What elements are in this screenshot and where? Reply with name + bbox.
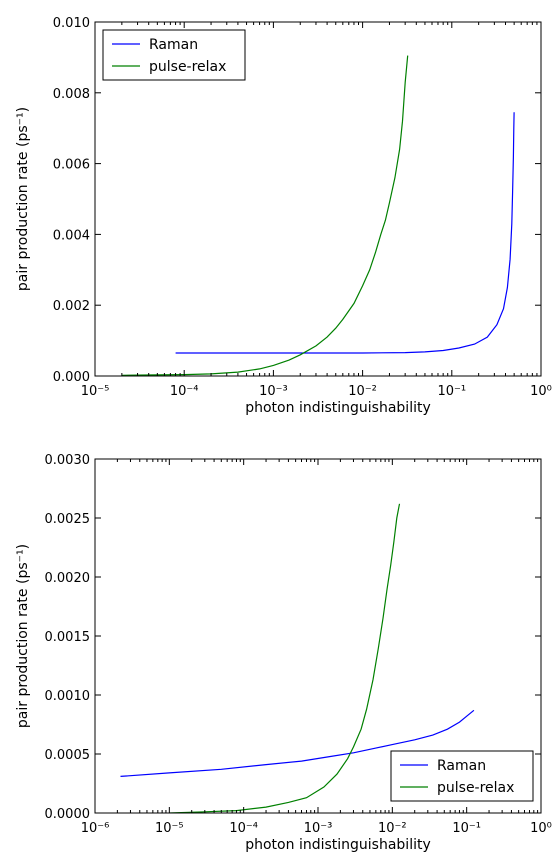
y-tick-label: 0.0010 <box>45 689 91 704</box>
x-tick-label: 10⁻⁴ <box>170 384 199 399</box>
legend: Raman pulse-relax <box>390 750 534 802</box>
y-tick-label: 0.010 <box>53 16 90 31</box>
x-tick-label: 10⁻² <box>378 821 407 836</box>
x-tick-label: 10⁻² <box>348 384 377 399</box>
legend-label-pulse-relax: pulse-relax <box>149 59 226 75</box>
y-tick-label: 0.0015 <box>45 630 91 645</box>
bottom-chart: 10⁻⁶ 10⁻⁵ 10⁻⁴ 10⁻³ 10⁻² 10⁻¹ 10⁰ 0.0000 0.0005 0… <box>15 453 552 853</box>
legend-label-pulse-relax: pulse-relax <box>437 780 514 796</box>
x-tick-label: 10⁻⁵ <box>155 821 184 836</box>
y-axis-label: pair production rate (ps⁻¹) <box>15 544 31 728</box>
legend: Raman pulse-relax <box>102 29 246 81</box>
x-tick-label: 10⁻³ <box>304 821 333 836</box>
y-tick-label: 0.0025 <box>45 512 91 527</box>
y-tick-label: 0.0020 <box>45 571 91 586</box>
x-tick-label: 10⁻¹ <box>437 384 466 399</box>
legend-label-raman: Raman <box>437 758 486 774</box>
y-tick-label: 0.006 <box>53 158 90 173</box>
legend-label-raman: Raman <box>149 37 198 53</box>
y-tick-label: 0.004 <box>53 228 90 243</box>
x-tick-label: 10⁰ <box>530 821 552 836</box>
y-axis-label: pair production rate (ps⁻¹) <box>15 107 31 291</box>
y-tick-label: 0.000 <box>53 370 90 385</box>
series-line-pulse-relax <box>169 503 401 813</box>
x-tick-label: 10⁻¹ <box>452 821 481 836</box>
series-line-raman <box>175 112 515 354</box>
x-tick-label: 10⁻³ <box>259 384 288 399</box>
y-tick-label: 0.0005 <box>45 748 91 763</box>
series-line-raman <box>120 709 475 777</box>
x-tick-label: 10⁻⁶ <box>81 821 110 836</box>
x-axis-label: photon indistinguishability <box>245 837 431 853</box>
plot-frame <box>94 21 542 377</box>
series-line-pulse-relax <box>121 55 409 376</box>
y-tick-label: 0.0000 <box>45 807 91 822</box>
y-tick-label: 0.002 <box>53 299 90 314</box>
x-tick-label: 10⁰ <box>530 384 552 399</box>
legend-box <box>102 29 246 81</box>
top-chart: 10⁻⁵ 10⁻⁴ 10⁻³ 10⁻² 10⁻¹ 10⁰ 0.000 0.002 0.004 0.… <box>15 16 552 416</box>
legend-box <box>390 750 534 802</box>
y-tick-label: 0.008 <box>53 87 90 102</box>
x-axis-label: photon indistinguishability <box>245 400 431 416</box>
x-tick-label: 10⁻⁵ <box>81 384 110 399</box>
y-tick-label: 0.0030 <box>45 453 91 468</box>
x-tick-label: 10⁻⁴ <box>229 821 258 836</box>
